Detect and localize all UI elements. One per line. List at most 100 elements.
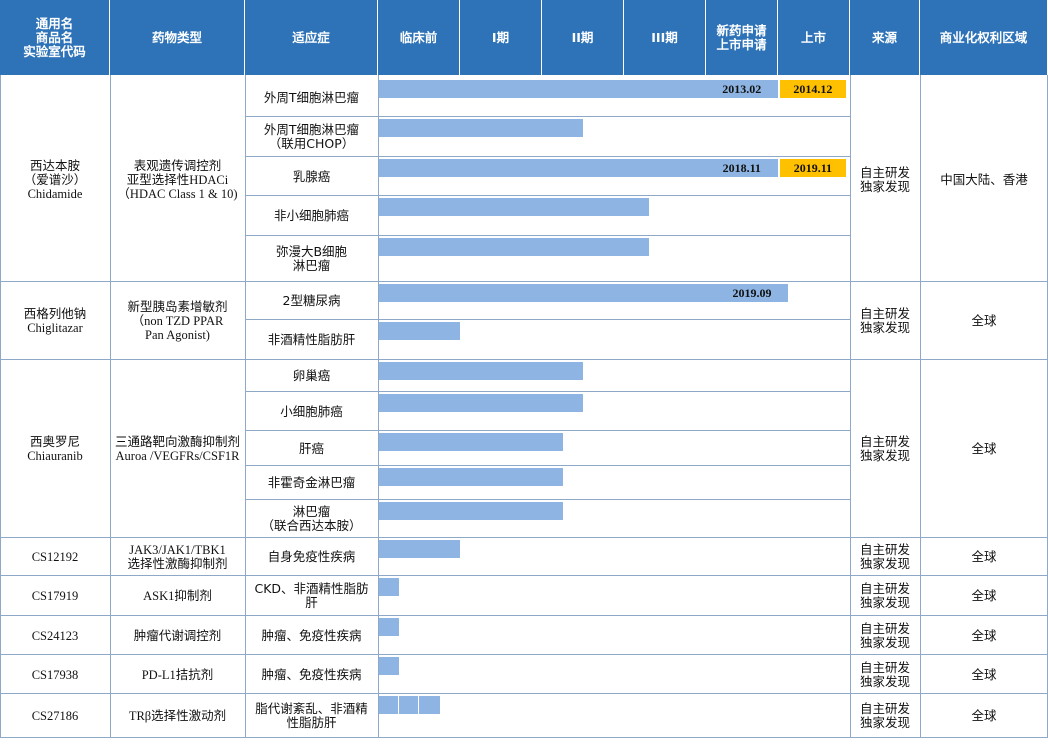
- bar-segment-divider: [398, 696, 399, 714]
- row-separator: [245, 465, 850, 466]
- drug-type: ASK1抑制剂: [143, 589, 212, 603]
- bar-date-label: 2018.11: [722, 160, 761, 175]
- column-separator: [920, 75, 921, 738]
- launch-date-label: 2014.12: [779, 80, 846, 98]
- indication-label: 肿瘤、免疫性疾病: [261, 627, 362, 643]
- pipeline-bar: [378, 322, 460, 340]
- pipeline-bar: [378, 284, 788, 302]
- drug-type: JAK3/JAK1/TBK1 选择性激酶抑制剂: [127, 543, 228, 571]
- header-p3: III期: [624, 0, 706, 75]
- row-separator: [245, 319, 850, 320]
- row-separator: [245, 391, 850, 392]
- row-separator: [245, 156, 850, 157]
- indication-label: CKD、非酒精性脂肪 肝: [254, 581, 369, 610]
- drug-type: TRβ选择性激动剂: [128, 709, 227, 723]
- indication-label: 外周T细胞淋巴瘤 （联用CHOP）: [263, 122, 360, 151]
- row-separator: [245, 116, 850, 117]
- drug-type: 肿瘤代谢调控剂: [133, 628, 222, 643]
- row-separator: [245, 575, 850, 576]
- drug-source: 自主研发 独家发现: [859, 659, 910, 689]
- drug-rights: 全球: [971, 549, 997, 564]
- header-nda: 新药申请 上市申请: [706, 0, 778, 75]
- drug-name: CS27186: [31, 709, 79, 723]
- drug-rights: 全球: [971, 627, 997, 643]
- header-p2: II期: [542, 0, 624, 75]
- drug-rights: 中国大陆、香港: [940, 172, 1028, 187]
- pipeline-bar: [378, 362, 583, 380]
- drug-name: CS24123: [31, 628, 79, 643]
- drug-source: 自主研发 独家发现: [859, 306, 910, 335]
- drug-rights: 全球: [971, 666, 997, 682]
- drug-type: 新型胰岛素增敏剂 （non TZD PPAR Pan Agonist): [127, 300, 228, 342]
- drug-rights: 全球: [971, 708, 997, 723]
- drug-type: PD-L1拮抗剂: [141, 667, 214, 682]
- indication-label: 非小细胞肺癌: [273, 208, 349, 223]
- drug-name: 西格列他钠 Chiglitazar: [23, 307, 87, 335]
- header-p1: I期: [460, 0, 542, 75]
- column-separator: [245, 75, 246, 738]
- header-indication: 适应症: [245, 0, 378, 75]
- drug-source: 自主研发 独家发现: [859, 434, 910, 463]
- row-separator: [245, 537, 850, 538]
- pipeline-bar: [378, 618, 399, 636]
- row-separator: [245, 235, 850, 236]
- drug-source: 自主研发 独家发现: [859, 542, 910, 571]
- pipeline-bar: [378, 159, 778, 177]
- indication-label: 肿瘤、免疫性疾病: [261, 666, 362, 682]
- drug-source: 自主研发 独家发现: [859, 165, 910, 194]
- row-separator: [245, 693, 850, 694]
- indication-label: 乳腺癌: [292, 168, 331, 184]
- header-type: 药物类型: [110, 0, 245, 75]
- row-separator: [245, 195, 850, 196]
- row-separator: [245, 654, 850, 655]
- header-preclinical: 临床前: [378, 0, 460, 75]
- header-name: 通用名 商品名 实验室代码: [0, 0, 110, 75]
- pipeline-bar: [378, 578, 399, 596]
- launch-date-label: 2019.11: [779, 159, 846, 177]
- group-separator: [0, 737, 1048, 738]
- drug-name: CS17919: [31, 589, 79, 603]
- pipeline-bar: [378, 540, 460, 558]
- indication-label: 非酒精性脂肪肝: [267, 332, 356, 347]
- drug-rights: 全球: [971, 588, 997, 603]
- drug-name: 西奥罗尼 Chiauranib: [27, 435, 83, 463]
- column-separator: [0, 75, 1, 738]
- drug-source: 自主研发 独家发现: [859, 581, 910, 610]
- bar-date-label: 2019.09: [732, 285, 772, 300]
- drug-type: 三通路靶向激酶抑制剂 Auroa /VEGFRs/CSF1R: [114, 435, 240, 463]
- indication-label: 自身免疫性疾病: [267, 549, 356, 564]
- drug-name: CS17938: [31, 667, 79, 682]
- pipeline-bar: [378, 468, 563, 486]
- drug-rights: 全球: [971, 441, 997, 456]
- row-separator: [245, 359, 850, 360]
- pipeline-bar: [378, 657, 399, 675]
- bar-segment-divider: [418, 696, 419, 714]
- bar-date-label: 2013.02: [722, 81, 762, 96]
- drug-source: 自主研发 独家发现: [859, 701, 910, 730]
- row-separator: [245, 430, 850, 431]
- indication-label: 肝癌: [298, 440, 324, 456]
- column-separator: [110, 75, 111, 738]
- header-market: 上市: [778, 0, 850, 75]
- header-rights: 商业化权利区域: [920, 0, 1048, 75]
- pipeline-bar: [378, 238, 649, 256]
- indication-label: 小细胞肺癌: [280, 403, 343, 419]
- pipeline-bar: [378, 198, 649, 216]
- pipeline-bar: [378, 80, 778, 98]
- pipeline-bar: [378, 696, 440, 714]
- indication-label: 卵巢癌: [292, 368, 331, 383]
- drug-name: CS12192: [31, 550, 79, 564]
- indication-label: 2型糖尿病: [282, 293, 341, 308]
- header-source: 来源: [850, 0, 920, 75]
- column-separator: [850, 75, 851, 738]
- indication-label: 非霍奇金淋巴瘤: [267, 475, 356, 490]
- indication-label: 外周T细胞淋巴瘤: [263, 89, 360, 105]
- pipeline-bar: [378, 394, 583, 412]
- row-separator: [245, 615, 850, 616]
- row-separator: [245, 281, 850, 282]
- pipeline-bar: [378, 119, 583, 137]
- pipeline-bar: [378, 502, 563, 520]
- indication-label: 脂代谢紊乱、非酒精 性脂肪肝: [255, 701, 368, 730]
- drug-rights: 全球: [971, 313, 997, 328]
